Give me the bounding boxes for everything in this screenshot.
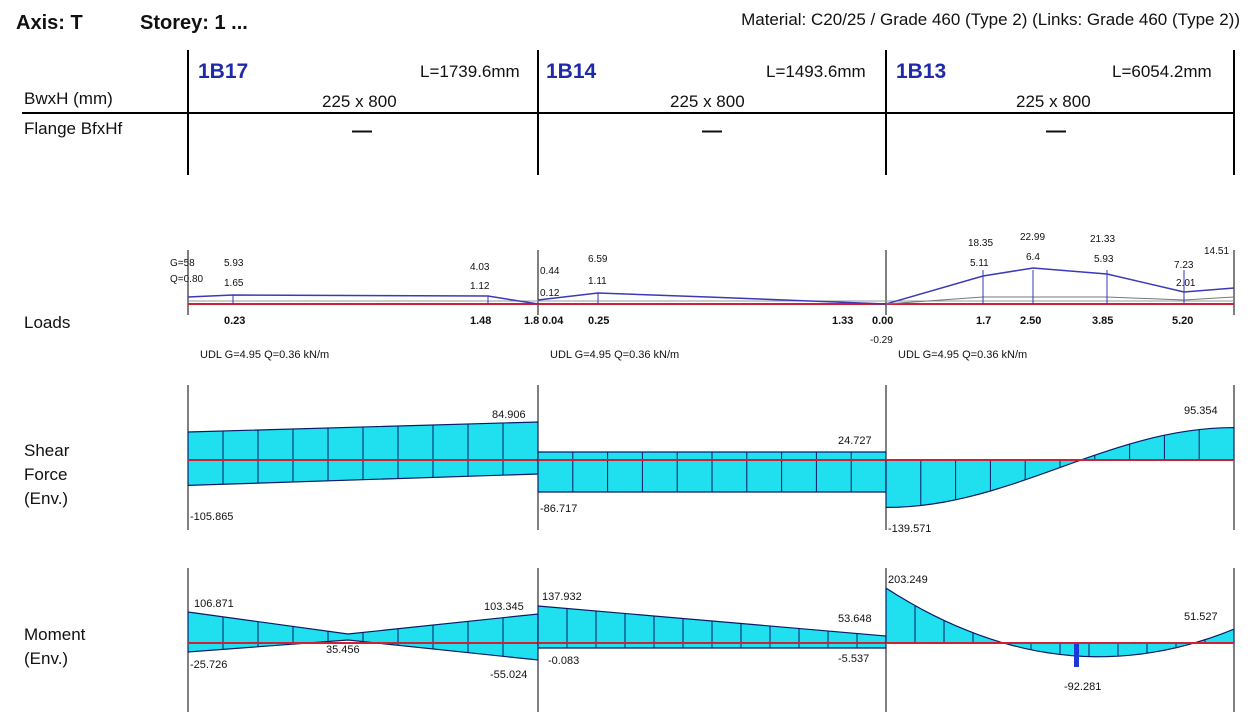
beam-size-1b17: 225 x 800 xyxy=(322,92,397,111)
row-label-flange: Flange BfxHf xyxy=(24,119,123,138)
beam-flange-1b14: — xyxy=(702,120,722,142)
row-label-shear-3: (Env.) xyxy=(24,489,69,508)
load-profile xyxy=(885,267,1235,305)
moment-mid: 35.456 xyxy=(326,644,360,656)
load-profile xyxy=(187,294,539,305)
moment-start-bottom: -0.083 xyxy=(548,655,579,667)
shear-end-value: 24.727 xyxy=(838,435,872,447)
row-label-loads: Loads xyxy=(24,313,71,332)
shear-band xyxy=(537,451,887,493)
moment-mid: -92.281 xyxy=(1064,681,1101,693)
load-value: 18.35 xyxy=(968,238,993,249)
udl-label: UDL G=4.95 Q=0.36 kN/m xyxy=(200,349,329,361)
load-position: 0.25 xyxy=(588,315,609,327)
shear-end-value: 84.906 xyxy=(492,409,526,421)
load-position: 1.33 xyxy=(832,315,853,327)
beam-length-1b13: L=6054.2mm xyxy=(1112,62,1212,81)
load-value: 1.65 xyxy=(224,278,244,289)
beam-id-1b17[interactable]: 1B17 xyxy=(198,60,249,83)
moment-start-top: 137.932 xyxy=(542,591,582,603)
shear-band xyxy=(187,421,539,487)
load-position: 0.00 xyxy=(872,315,893,327)
row-label-shear-2: Force xyxy=(24,465,68,484)
beam-length-1b17: L=1739.6mm xyxy=(420,62,520,81)
moment-end-top: 51.527 xyxy=(1184,611,1218,623)
udl-label: UDL G=4.95 Q=0.36 kN/m xyxy=(550,349,679,361)
material-info: Material: C20/25 / Grade 460 (Type 2) (L… xyxy=(741,10,1240,29)
load-position: 1.7 xyxy=(976,315,991,327)
load-position: 0.04 xyxy=(542,315,564,327)
load-position: 5.20 xyxy=(1172,315,1193,327)
load-position: 2.50 xyxy=(1020,315,1041,327)
load-value: 5.11 xyxy=(970,258,989,269)
moment-band xyxy=(537,605,887,649)
beam-flange-1b13: — xyxy=(1046,120,1066,142)
load-value: 0.12 xyxy=(540,288,560,299)
load-profile-q xyxy=(885,296,1235,305)
moment-end-bottom: -55.024 xyxy=(490,669,527,681)
load-profile xyxy=(537,292,887,305)
load-value: 4.03 xyxy=(470,262,490,273)
moment-end-bottom: -5.537 xyxy=(838,653,869,665)
load-value: 7.23 xyxy=(1174,260,1194,271)
beam-size-1b13: 225 x 800 xyxy=(1016,92,1091,111)
moment-start-top: 106.871 xyxy=(194,598,234,610)
load-value: 5.93 xyxy=(1094,254,1114,265)
beam-id-1b14[interactable]: 1B14 xyxy=(546,60,597,83)
row-label-shear-1: Shear xyxy=(24,441,70,460)
load-neg-label: -0.29 xyxy=(870,335,893,346)
axis-title: Axis: T xyxy=(16,12,83,34)
moment-start-bottom: -25.726 xyxy=(190,659,227,671)
udl-label: UDL G=4.95 Q=0.36 kN/m xyxy=(898,349,1027,361)
shear-end-value: 95.354 xyxy=(1184,405,1218,417)
load-position: 1.8 xyxy=(524,315,539,327)
load-value: 6.4 xyxy=(1026,252,1040,263)
load-value: 1.12 xyxy=(470,281,490,292)
moment-start-top: 203.249 xyxy=(888,574,928,586)
load-position: 0.23 xyxy=(224,315,245,327)
beam-flange-1b17: — xyxy=(352,120,372,142)
load-position: 3.85 xyxy=(1092,315,1113,327)
load-value: G=58 xyxy=(170,258,195,269)
load-value: 14.51 xyxy=(1204,246,1229,257)
moment-end-top: 53.648 xyxy=(838,613,872,625)
beam-size-1b14: 225 x 800 xyxy=(670,92,745,111)
beam-length-1b14: L=1493.6mm xyxy=(766,62,866,81)
load-value: 6.59 xyxy=(588,254,608,265)
load-value: Q=0.80 xyxy=(170,274,204,285)
moment-end-top: 103.345 xyxy=(484,601,524,613)
load-value: 22.99 xyxy=(1020,232,1045,243)
load-value: 2.01 xyxy=(1176,278,1196,289)
shear-start-value: -105.865 xyxy=(190,511,233,523)
moment-max-marker xyxy=(1074,643,1079,667)
shear-start-value: -86.717 xyxy=(540,503,577,515)
storey-title: Storey: 1 ... xyxy=(140,12,248,34)
beam-id-1b13[interactable]: 1B13 xyxy=(896,60,947,83)
row-label-bxh: BwxH (mm) xyxy=(24,89,113,108)
load-value: 21.33 xyxy=(1090,234,1115,245)
load-value: 0.44 xyxy=(540,266,560,277)
row-label-moment-2: (Env.) xyxy=(24,649,69,668)
moment-band xyxy=(187,611,539,661)
shear-start-value: -139.571 xyxy=(888,523,931,535)
load-position: 1.48 xyxy=(470,315,491,327)
moment-curve xyxy=(885,587,1235,658)
shear-curve xyxy=(885,426,1235,509)
load-value: 1.11 xyxy=(588,276,607,287)
load-value: 5.93 xyxy=(224,258,244,269)
row-label-moment-1: Moment xyxy=(24,625,86,644)
